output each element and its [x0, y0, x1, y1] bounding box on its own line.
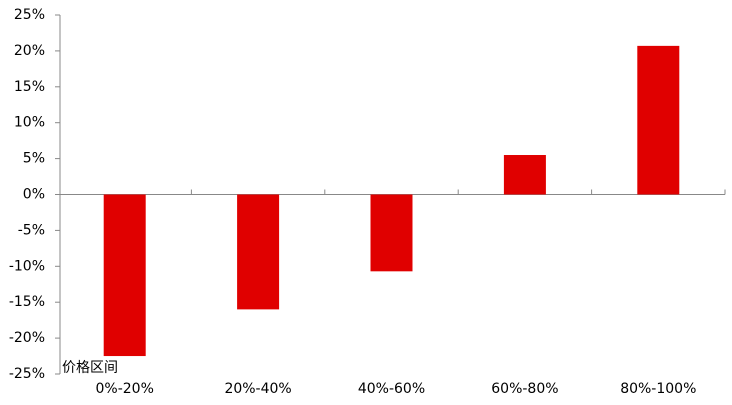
y-tick-label: -5% [18, 222, 45, 238]
bar [637, 45, 680, 195]
y-tick-label: 25% [14, 7, 45, 23]
y-tick-label: 20% [14, 43, 45, 59]
y-tick-label: 10% [14, 115, 45, 131]
y-tick-label: 0% [23, 187, 45, 203]
y-tick-label: 15% [14, 79, 45, 95]
y-tick-label: -10% [9, 258, 45, 274]
y-tick-label: 5% [23, 151, 45, 167]
y-tick-label: -15% [9, 294, 45, 310]
bar [370, 194, 413, 272]
y-tick-label: -20% [9, 330, 45, 346]
x-tick-label: 80%-100% [620, 381, 696, 397]
y-tick-label: -25% [9, 366, 45, 382]
x-axis-label: 价格区间 [62, 360, 118, 376]
bar [503, 155, 546, 195]
bar [237, 194, 280, 310]
x-tick-label: 40%-60% [358, 381, 425, 397]
x-tick-label: 60%-80% [491, 381, 558, 397]
x-tick-label: 0%-20% [96, 381, 154, 397]
x-tick-label: 20%-40% [224, 381, 291, 397]
bar [103, 194, 146, 357]
